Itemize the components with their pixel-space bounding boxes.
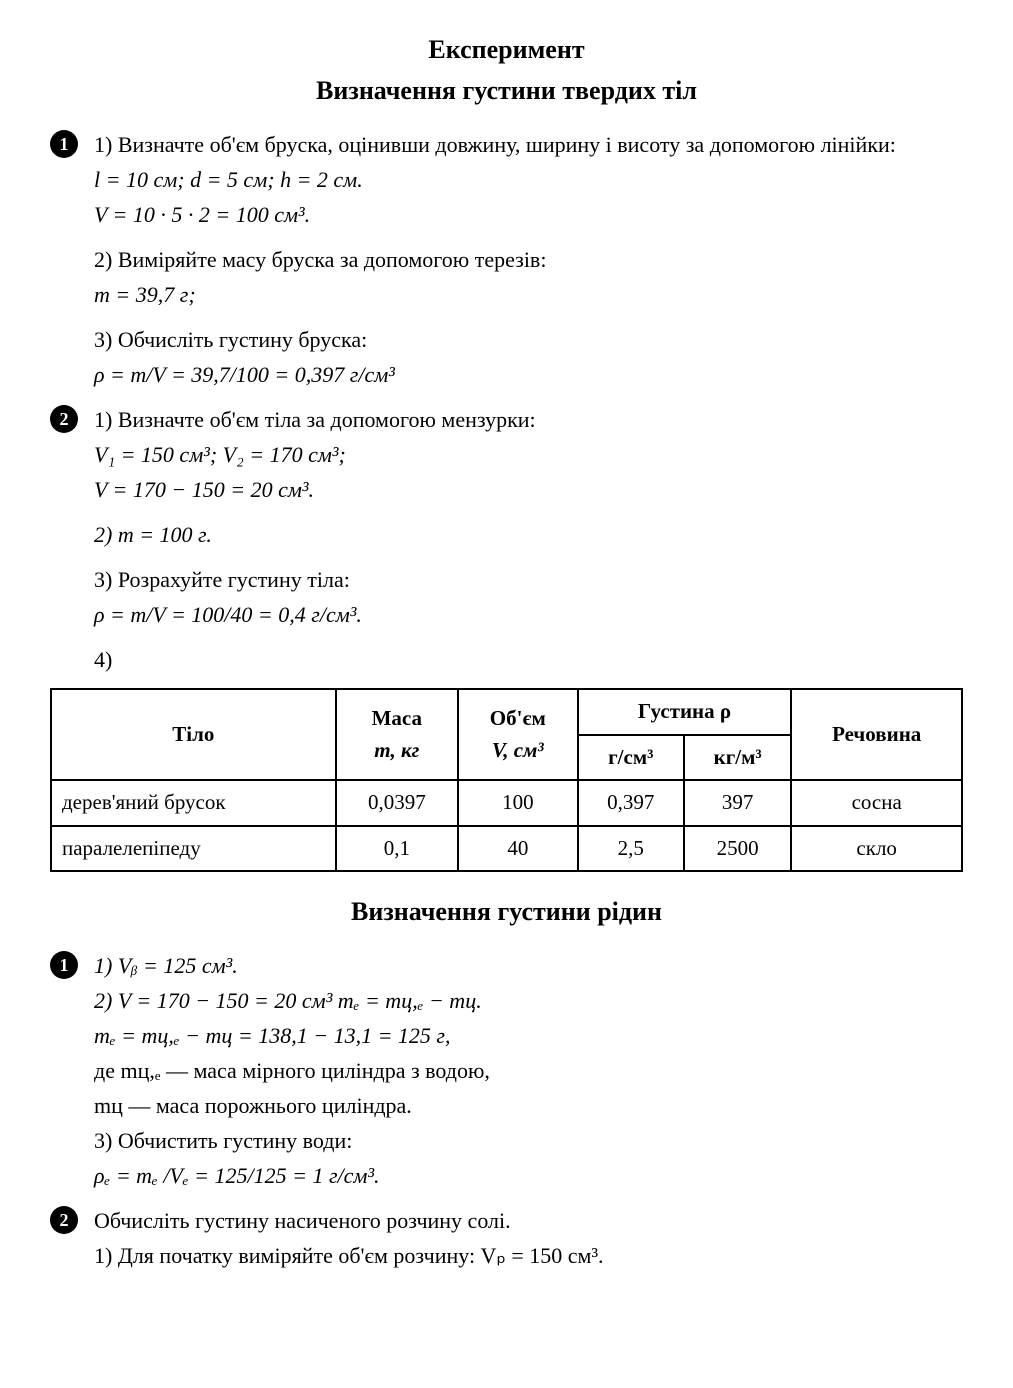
section-2: 2 1) Визначте об'єм тіла за допомогою ме… <box>50 403 963 676</box>
bullet-icon: 2 <box>50 1206 78 1234</box>
cell-d1: 2,5 <box>578 826 684 872</box>
text-line: mₑ = mц,ₑ − mц = 138,1 − 13,1 = 125 г, <box>94 1019 963 1052</box>
cell-mat: сосна <box>791 780 962 826</box>
cell-vol: 100 <box>458 780 578 826</box>
text-line: V = 170 − 150 = 20 см³. <box>94 473 963 506</box>
liquid-title: Визначення густини рідин <box>50 892 963 931</box>
text-line: де mц,ₑ — маса мірного циліндра з водою, <box>94 1054 963 1087</box>
text-line: ρₑ = mₑ /Vₑ = 125/125 = 1 г/см³. <box>94 1159 963 1192</box>
text-line: Обчисліть густину насиченого розчину сол… <box>94 1204 963 1237</box>
cell-mass: 0,0397 <box>336 780 458 826</box>
cell-vol: 40 <box>458 826 578 872</box>
cell-d1: 0,397 <box>578 780 684 826</box>
text-line: m = 39,7 г; <box>94 278 963 311</box>
text-line: mц — маса порожнього циліндра. <box>94 1089 963 1122</box>
cell-d2: 2500 <box>684 826 791 872</box>
title-sub: Визначення густини твердих тіл <box>50 71 963 110</box>
section-3: 1 1) Vᵦ = 125 см³. 2) V = 170 − 150 = 20… <box>50 949 963 1192</box>
text-line: V₁ = 150 см³; V₂ = 170 см³; <box>94 438 963 471</box>
text-line: 3) Обчистить густину води: <box>94 1124 963 1157</box>
title-main: Експеримент <box>50 30 963 69</box>
table-row: дерев'яний брусок 0,0397 100 0,397 397 с… <box>51 780 962 826</box>
cell-body: дерев'яний брусок <box>51 780 336 826</box>
text-line: 1) Для початку виміряйте об'єм розчину: … <box>94 1239 963 1272</box>
cell-d2: 397 <box>684 780 791 826</box>
text-line: 2) Виміряйте масу бруска за допомогою те… <box>94 243 963 276</box>
density-table: Тіло Масаm, кг Об'ємV, см³ Густина ρ Реч… <box>50 688 963 872</box>
th-d1: г/см³ <box>578 735 684 781</box>
th-mass: Масаm, кг <box>336 689 458 780</box>
th-body: Тіло <box>51 689 336 780</box>
section-4: 2 Обчисліть густину насиченого розчину с… <box>50 1204 963 1272</box>
text-line: 4) <box>94 643 963 676</box>
bullet-icon: 1 <box>50 951 78 979</box>
bullet-icon: 1 <box>50 130 78 158</box>
cell-mat: скло <box>791 826 962 872</box>
th-d2: кг/м³ <box>684 735 791 781</box>
cell-mass: 0,1 <box>336 826 458 872</box>
text-line: 1) Визначте об'єм тіла за допомогою менз… <box>94 403 963 436</box>
text-line: ρ = m/V = 39,7/100 = 0,397 г/см³ <box>94 358 963 391</box>
cell-body: паралелепіпеду <box>51 826 336 872</box>
text-line: ρ = m/V = 100/40 = 0,4 г/см³. <box>94 598 963 631</box>
th-material: Речовина <box>791 689 962 780</box>
text-line: 3) Розрахуйте густину тіла: <box>94 563 963 596</box>
text-line: 1) Визначте об'єм бруска, оцінивши довжи… <box>94 128 963 161</box>
table-row: паралелепіпеду 0,1 40 2,5 2500 скло <box>51 826 962 872</box>
text-line: l = 10 см; d = 5 см; h = 2 см. <box>94 163 963 196</box>
th-density: Густина ρ <box>578 689 792 735</box>
section-1: 1 1) Визначте об'єм бруска, оцінивши дов… <box>50 128 963 391</box>
text-line: 2) m = 100 г. <box>94 518 963 551</box>
text-line: 1) Vᵦ = 125 см³. <box>94 949 963 982</box>
text-line: V = 10 · 5 · 2 = 100 см³. <box>94 198 963 231</box>
bullet-icon: 2 <box>50 405 78 433</box>
text-line: 3) Обчисліть густину бруска: <box>94 323 963 356</box>
text-line: 2) V = 170 − 150 = 20 см³ mₑ = mц,ₑ − mц… <box>94 984 963 1017</box>
th-vol: Об'ємV, см³ <box>458 689 578 780</box>
